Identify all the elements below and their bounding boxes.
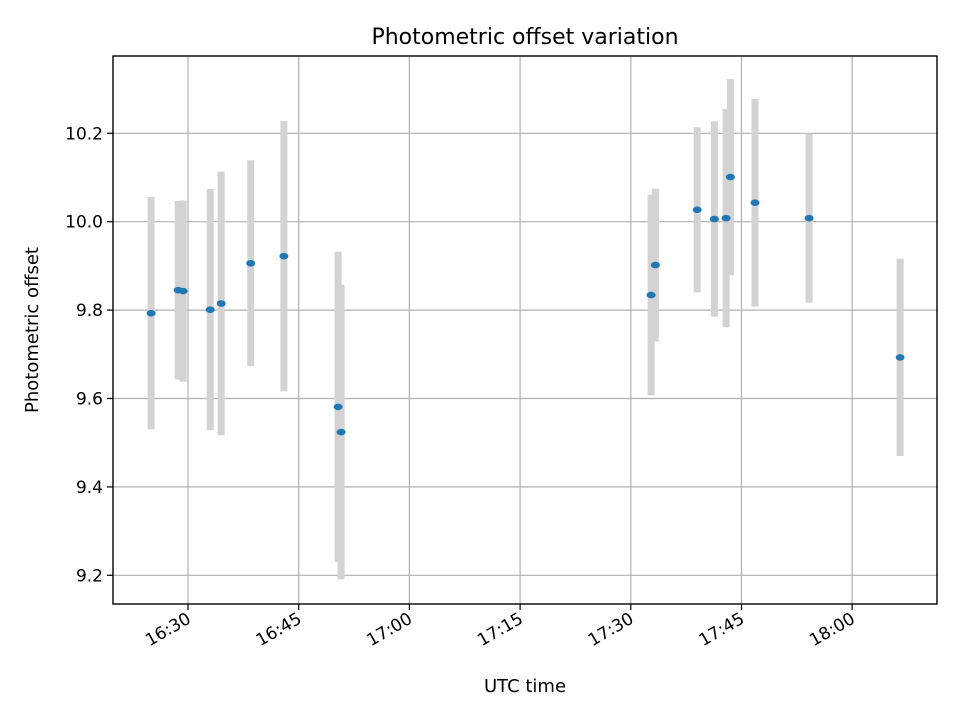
data-point	[216, 300, 226, 307]
data-point	[750, 199, 760, 206]
data-point	[646, 291, 656, 299]
data-point	[336, 428, 346, 436]
errorbars	[147, 79, 904, 580]
y-tick-label: 9.6	[76, 390, 103, 410]
y-tick-label: 10.2	[65, 124, 103, 144]
data-point	[709, 215, 719, 223]
y-tick-label: 10.0	[65, 213, 103, 233]
x-tick-label: 16:45	[253, 609, 305, 651]
data-point	[205, 306, 215, 314]
data-point	[146, 309, 156, 317]
data-point	[692, 206, 702, 214]
chart-title: Photometric offset variation	[371, 25, 678, 50]
x-tick-label: 17:15	[474, 609, 526, 651]
x-tick-label: 17:00	[363, 609, 415, 651]
plot-frame	[112, 55, 938, 605]
data-point	[246, 260, 256, 267]
data-point	[895, 354, 905, 361]
x-tick-label: 17:30	[585, 609, 637, 651]
x-axis: 16:30 16:45 17:00 17:15 17:30 17:45 18:00	[142, 604, 859, 651]
data-point	[721, 214, 731, 222]
y-tick-label: 9.4	[76, 478, 103, 498]
data-point	[279, 252, 289, 260]
data-point	[650, 261, 660, 269]
data-point	[804, 214, 814, 222]
y-axis-label: Photometric offset	[22, 247, 43, 413]
x-axis-label: UTC time	[484, 676, 566, 697]
y-axis: 9.2 9.4 9.6 9.8 10.0 10.2	[65, 124, 113, 586]
data-point	[333, 403, 343, 411]
data-point	[725, 173, 735, 181]
data-points	[146, 173, 905, 436]
y-tick-label: 9.2	[76, 566, 103, 586]
x-tick-label: 16:30	[142, 609, 194, 651]
data-point	[178, 287, 188, 295]
y-tick-label: 9.8	[76, 301, 103, 321]
x-tick-label: 18:00	[806, 609, 858, 651]
grid	[113, 56, 937, 604]
x-tick-label: 17:45	[696, 609, 748, 651]
